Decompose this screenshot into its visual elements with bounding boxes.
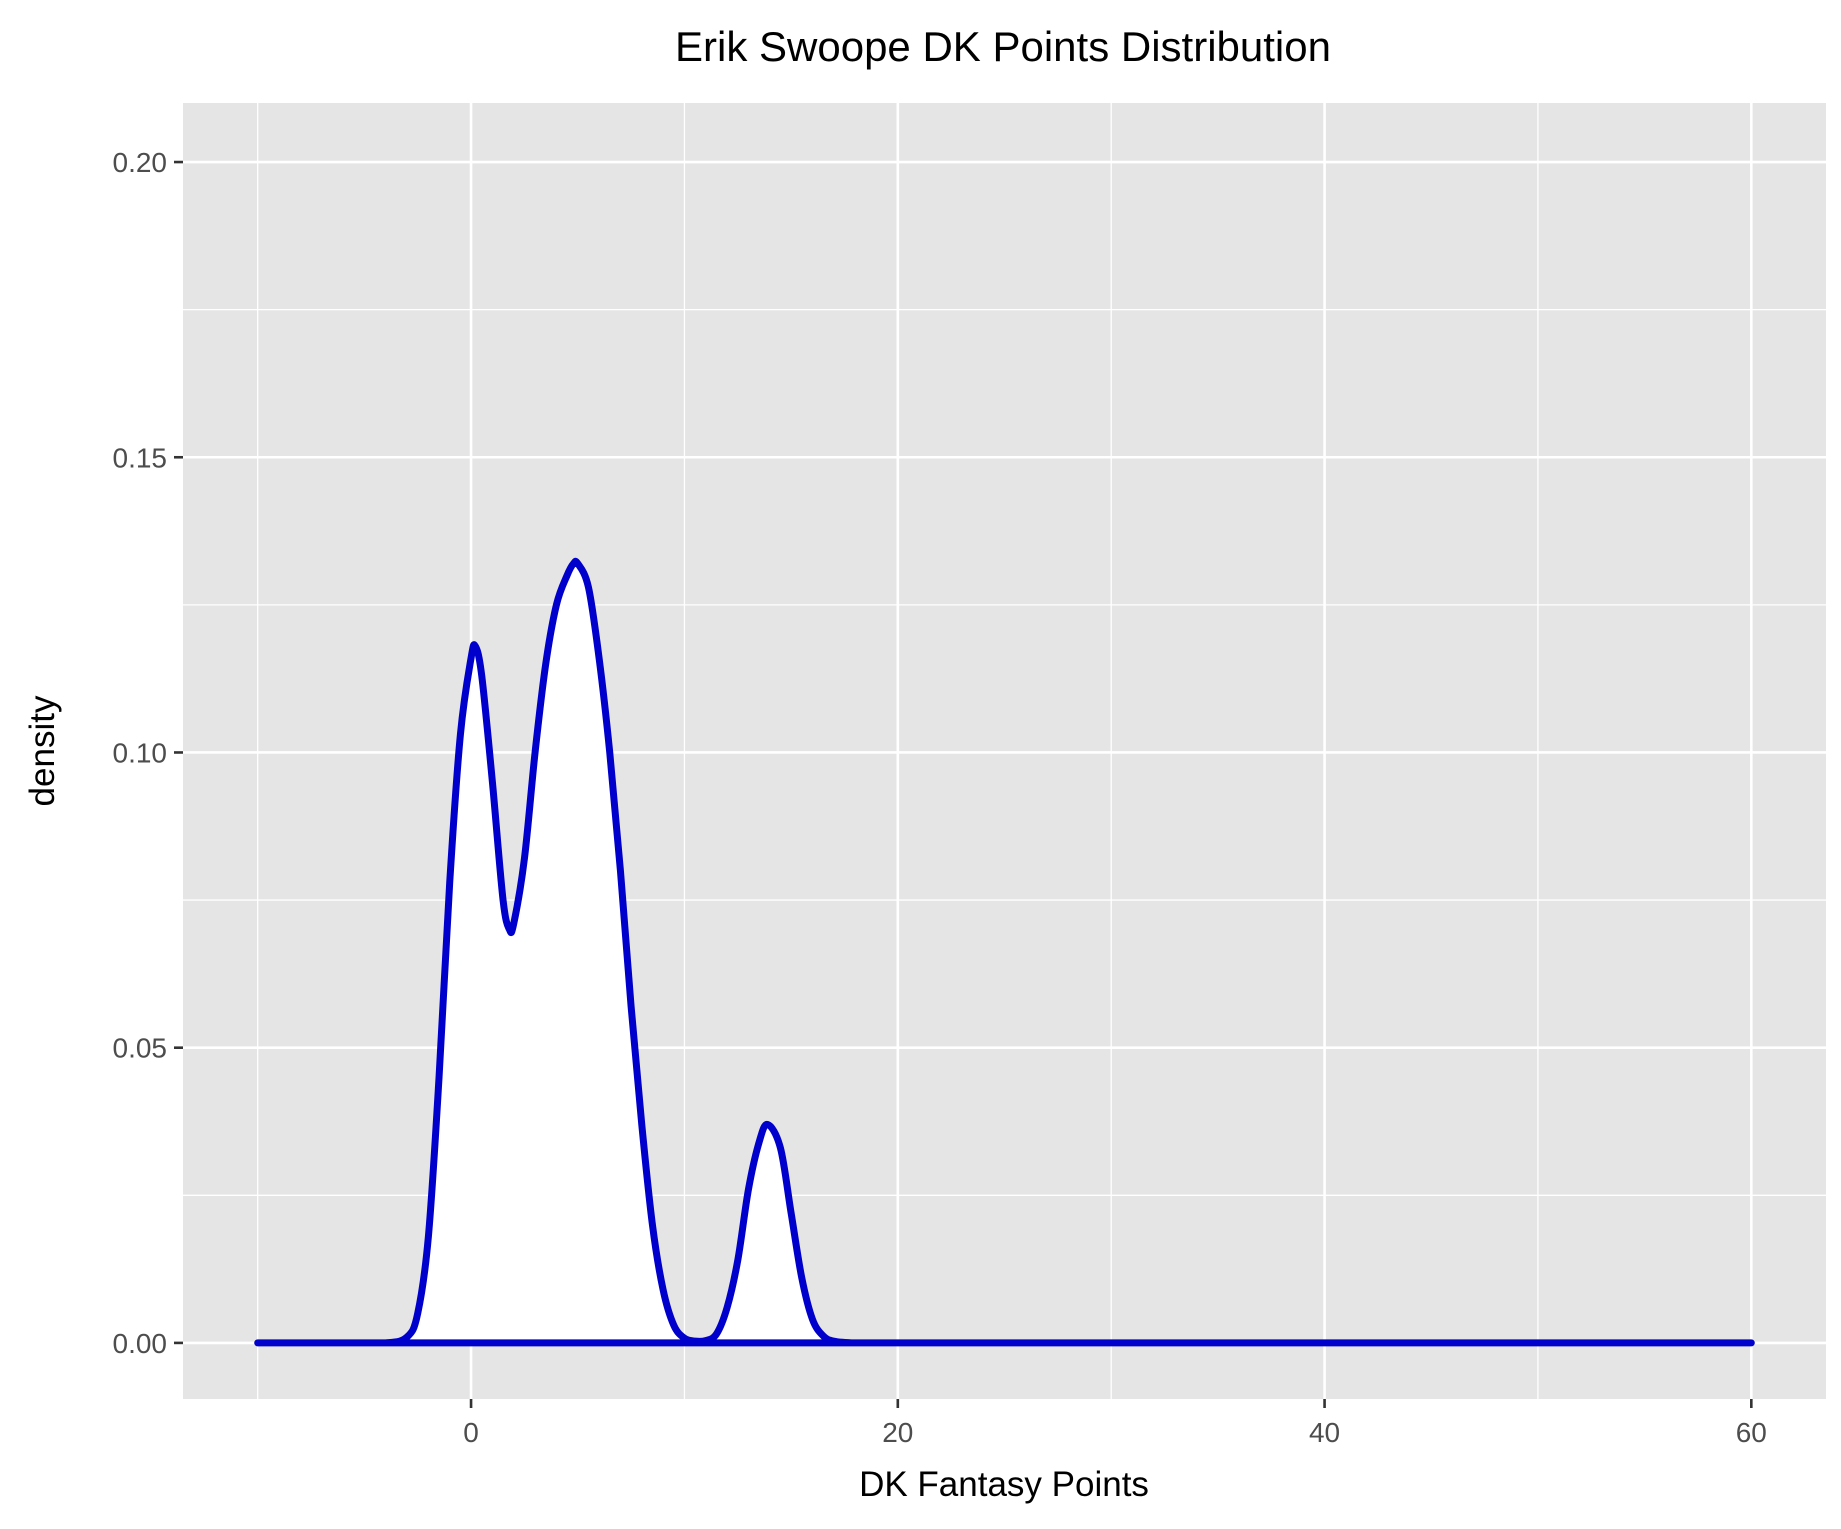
y-axis-title: density (23, 695, 62, 806)
y-tick-label: 0.10 (113, 737, 168, 768)
x-axis-ticks: 0 20 40 60 (463, 1399, 1767, 1448)
x-axis-title: DK Fantasy Points (859, 1465, 1149, 1504)
x-tick-label: 20 (882, 1417, 913, 1448)
minor-gridlines (183, 103, 1826, 1399)
chart-title: Erik Swoope DK Points Distribution (675, 23, 1331, 70)
y-tick-label: 0.15 (113, 442, 168, 473)
y-axis-ticks: 0.00 0.05 0.10 0.15 0.20 (113, 147, 183, 1359)
density-area (257, 561, 1752, 1343)
density-line (254, 557, 1755, 1347)
x-tick-label: 40 (1309, 1417, 1340, 1448)
y-tick-label: 0.20 (113, 147, 168, 178)
y-tick-label: 0.00 (113, 1328, 168, 1359)
x-tick-label: 60 (1736, 1417, 1767, 1448)
y-tick-label: 0.05 (113, 1033, 168, 1064)
major-gridlines (183, 103, 1826, 1399)
x-tick-label: 0 (463, 1417, 479, 1448)
